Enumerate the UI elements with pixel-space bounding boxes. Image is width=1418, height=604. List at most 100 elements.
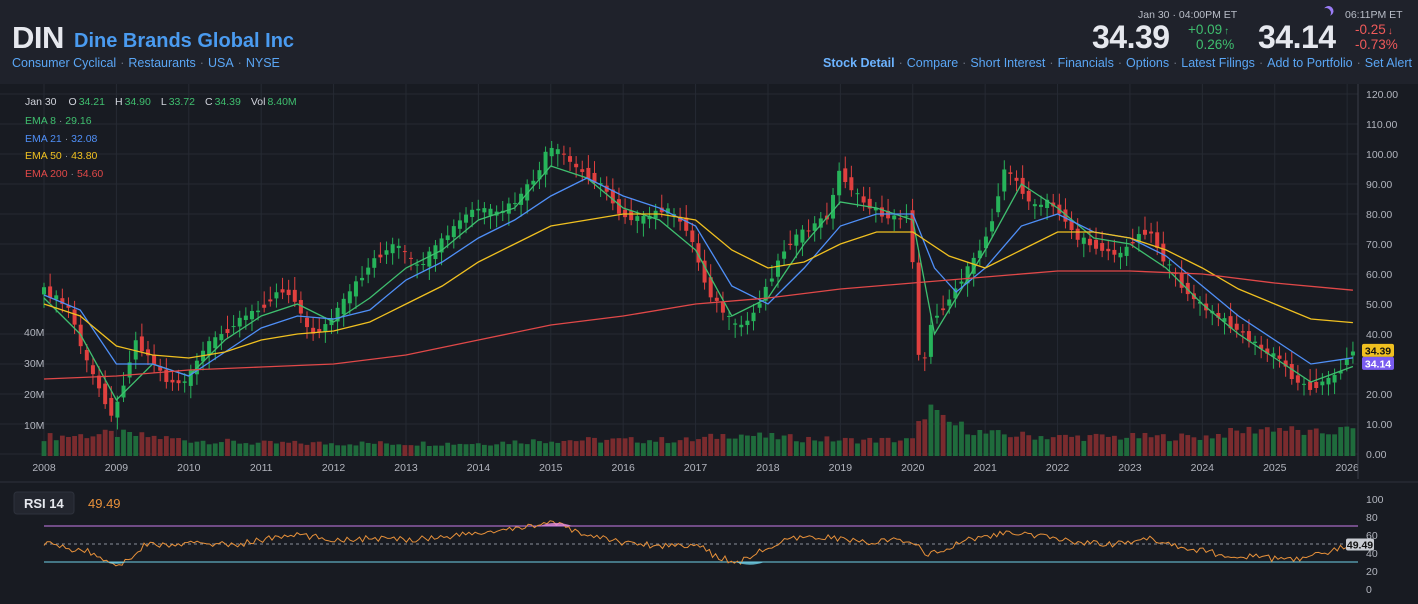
candle-body [219,334,224,341]
company-name[interactable]: Dine Brands Global Inc [74,30,295,52]
candle-body [879,207,884,217]
volume-bar [806,436,811,456]
price-chart[interactable]: 0.0010.0020.0030.0040.0050.0060.0070.008… [0,84,1418,604]
tag-consumer-cyclical[interactable]: Consumer Cyclical [12,56,117,70]
volume-bar [769,432,775,456]
candle-body [512,203,517,205]
tag-nyse[interactable]: NYSE [245,56,280,70]
legend-value-l: 33.72 [168,96,195,108]
volume-bar [665,443,671,456]
rsi-value-tag [1346,538,1374,551]
volume-bar [1026,435,1032,456]
x-tick-label: 2020 [901,462,925,474]
candle-body [127,362,132,378]
volume-bar [316,441,322,456]
candle-body [1149,231,1154,234]
candle-body [286,289,291,296]
volume-bar [1209,438,1215,456]
legend-value-c: 34.39 [214,96,241,108]
candle-body [739,324,744,328]
volume-bar [1063,434,1068,456]
volume-bar [885,437,891,456]
volume-tick-label: 40M [24,327,44,339]
volume-bar [237,443,243,456]
candle-body [592,172,597,183]
volume-bar [592,437,597,456]
nav-set-alert[interactable]: Set Alert [1364,56,1412,70]
volume-bar [989,430,995,456]
ticker-symbol: DIN [12,20,64,55]
volume-bar [867,437,873,456]
tag-restaurants[interactable]: Restaurants [128,56,196,70]
nav-stock-detail[interactable]: Stock Detail [823,56,895,70]
candle-body [763,286,768,301]
candle-body [402,251,407,253]
candle-body [953,288,958,299]
rsi-overbought-fill [539,522,573,526]
x-tick-label: 2023 [1118,462,1142,474]
nav-financials[interactable]: Financials [1057,56,1114,70]
candle-body [788,243,793,246]
candle-body [580,169,585,172]
candle-body [84,349,89,361]
volume-bar [744,435,750,456]
volume-bar [861,439,867,456]
candle-body [947,299,952,306]
candle-body [262,304,267,308]
candle-body [702,260,707,283]
x-tick-label: 2018 [756,462,780,474]
volume-bar [1179,433,1185,456]
volume-bar [151,435,157,456]
candle-body [1038,204,1043,207]
candle-body [1008,172,1013,174]
ema-value: 43.80 [71,150,98,162]
volume-bar [1008,437,1013,456]
legend-value-h: 34.90 [124,96,151,108]
rsi-tick-label: 100 [1366,494,1384,506]
candle-body [678,216,683,222]
candle-body [421,263,426,265]
legend-value-o: 34.21 [78,96,105,108]
volume-bar [848,438,854,456]
candle-body [451,226,456,238]
candle-body [464,214,469,223]
candle-body [977,250,982,259]
candle-body [1063,209,1068,222]
volume-bar [72,436,77,456]
candle-body [1344,359,1349,366]
volume-bar [1319,433,1325,456]
nav-options[interactable]: Options [1126,56,1170,70]
nav-short-interest[interactable]: Short Interest [970,56,1046,70]
close-time: Jan 30 · 04:00PM ET [1138,9,1238,21]
volume-bar [928,404,934,456]
candle-body [727,315,732,317]
candle-body [1069,220,1074,231]
candle-body [800,229,805,243]
volume-bar [1271,431,1276,456]
candle-body [378,254,383,258]
candle-body [849,177,854,191]
moon-icon [1320,7,1333,20]
candle-body [152,354,157,365]
volume-bar [995,430,1001,456]
nav-latest-filings[interactable]: Latest Filings [1181,56,1255,70]
candle-body [996,196,1001,213]
volume-bar [206,444,212,456]
ema-value: 54.60 [76,167,104,180]
volume-bar [720,434,726,456]
candle-body [1277,355,1282,359]
volume-bar [1167,441,1172,456]
volume-bar [139,432,145,456]
candle-body [965,266,970,284]
volume-bar [1044,439,1050,456]
nav-compare[interactable]: Compare [906,56,959,70]
candle-body [66,305,71,308]
nav-add-to-portfolio[interactable]: Add to Portfolio [1267,56,1353,70]
volume-bar [634,442,640,456]
separator: · [237,56,242,70]
volume-bar [231,440,237,456]
candle-body [415,264,420,266]
tag-usa[interactable]: USA [207,56,234,70]
rsi-title: RSI 14 [24,496,65,511]
volume-bar [1203,435,1209,456]
